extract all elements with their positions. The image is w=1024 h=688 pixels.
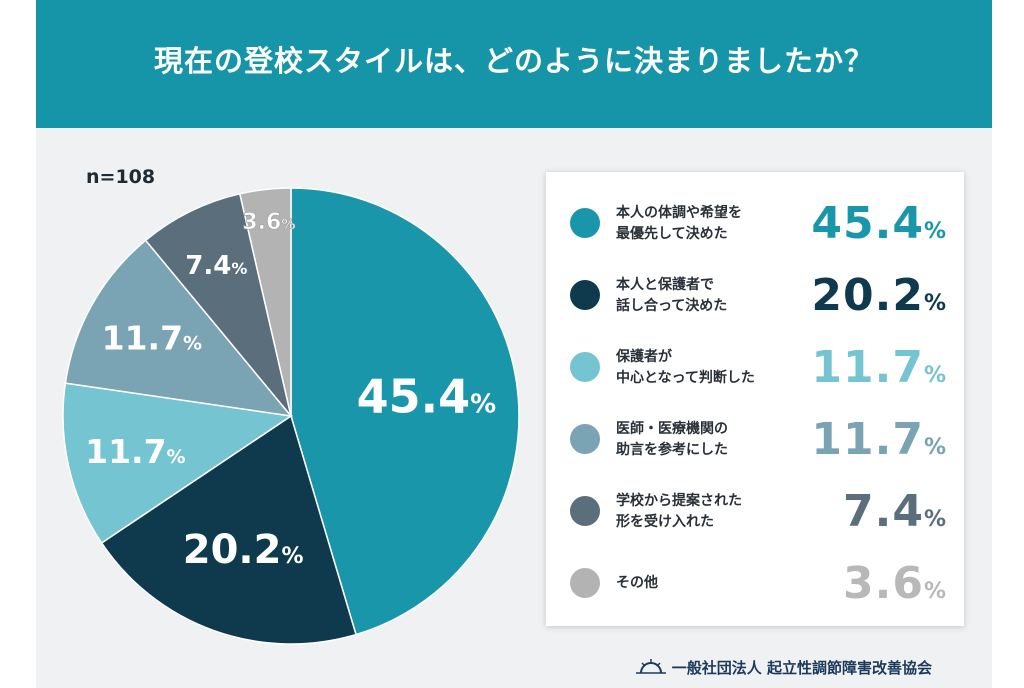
legend-label: 保護者が中心となって判断した bbox=[616, 347, 796, 389]
legend-swatch bbox=[570, 208, 600, 238]
legend-label-line: 話し合って決めた bbox=[616, 298, 728, 314]
pie-slice-6 bbox=[238, 187, 292, 417]
legend-item: その他 3.6% bbox=[546, 556, 964, 616]
legend-value: 45.4% bbox=[811, 198, 946, 249]
legend-swatch bbox=[570, 568, 600, 598]
legend-label-line: 中心となって判断した bbox=[616, 370, 755, 386]
legend-label-line: 学校から提案された bbox=[616, 493, 742, 509]
legend-swatch bbox=[570, 424, 600, 454]
legend-value: 11.7% bbox=[811, 414, 946, 465]
organization-credit: 一般社団法人 起立性調節障害改善協会 bbox=[635, 657, 932, 679]
slice-label-1: 45.4% bbox=[357, 369, 497, 423]
legend-item: 保護者が中心となって判断した 11.7% bbox=[546, 340, 964, 400]
slice-label-3: 11.7% bbox=[85, 432, 185, 471]
legend-item: 本人と保護者で 話し合って決めた 20.2% bbox=[546, 268, 964, 328]
legend-swatch bbox=[570, 496, 600, 526]
chart-title: 現在の登校スタイルは、どのように決まりましたか？ bbox=[153, 44, 874, 78]
legend-value: 11.7% bbox=[811, 342, 946, 393]
pie-slice-2 bbox=[100, 414, 357, 645]
legend-label: その他 bbox=[616, 573, 796, 594]
pie-slice-4 bbox=[64, 239, 293, 418]
legend-value: 20.2% bbox=[811, 270, 946, 321]
legend-label-line: 最優先して決めた bbox=[616, 226, 728, 242]
slice-label-4: 11.7% bbox=[102, 318, 202, 357]
sample-size: n=108 bbox=[86, 166, 156, 188]
organization-name: 一般社団法人 起立性調節障害改善協会 bbox=[671, 659, 932, 677]
legend-swatch bbox=[570, 280, 600, 310]
slice-label-5: 7.4% bbox=[185, 251, 247, 281]
legend-label-line: 助言を参考にした bbox=[616, 442, 728, 458]
legend-label: 医師・医療機関の 助言を参考にした bbox=[616, 419, 796, 461]
legend: 本人の体調や希望を 最優先して決めた 45.4% 本人と保護者で 話し合って決めた 20.… bbox=[546, 172, 964, 626]
sunrise-icon bbox=[635, 658, 666, 679]
pie-slice-1 bbox=[290, 187, 520, 636]
legend-label: 本人と保護者で 話し合って決めた bbox=[616, 275, 796, 317]
legend-label-line: その他 bbox=[616, 575, 658, 591]
slice-label-2: 20.2% bbox=[183, 527, 304, 573]
legend-item: 本人の体調や希望を 最優先して決めた 45.4% bbox=[546, 196, 964, 256]
legend-label-line: 形を受け入れた bbox=[616, 514, 714, 530]
pie-slice-5 bbox=[144, 192, 292, 417]
legend-label-line: 医師・医療機関の bbox=[616, 421, 728, 437]
legend-swatch bbox=[570, 352, 600, 382]
slice-label-6: 3.6% bbox=[242, 210, 295, 235]
pie-slice-3 bbox=[62, 382, 294, 545]
legend-label: 本人の体調や希望を 最優先して決めた bbox=[616, 203, 796, 245]
legend-label-line: 本人と保護者で bbox=[616, 277, 714, 293]
legend-label-line: 本人の体調や希望を bbox=[616, 205, 742, 221]
legend-value: 3.6% bbox=[843, 558, 946, 609]
legend-item: 学校から提案された 形を受け入れた 7.4% bbox=[546, 484, 964, 544]
legend-item: 医師・医療機関の 助言を参考にした 11.7% bbox=[546, 412, 964, 472]
legend-value: 7.4% bbox=[843, 486, 946, 537]
legend-label-line: 保護者が bbox=[616, 349, 672, 365]
legend-label: 学校から提案された 形を受け入れた bbox=[616, 491, 796, 533]
title-banner bbox=[36, 0, 992, 128]
